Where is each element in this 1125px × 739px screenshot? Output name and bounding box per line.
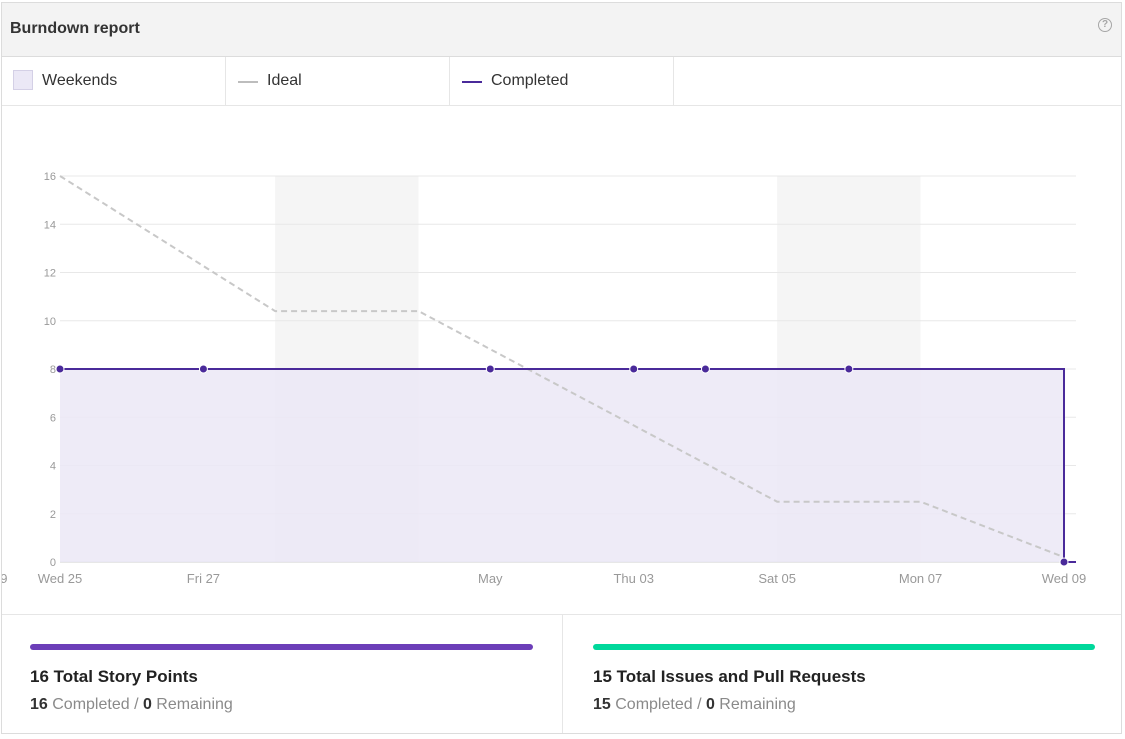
x-tick-label: Fri 27 <box>187 571 220 586</box>
completed-area <box>60 369 1064 562</box>
completed-line-swatch-icon <box>462 81 482 83</box>
completed-point <box>629 364 639 374</box>
y-tick-label: 4 <box>50 461 56 473</box>
x-tick-label: Wed 09 <box>1042 571 1087 586</box>
x-tick-label: Wed 25 <box>38 571 83 586</box>
completed-point <box>844 364 854 374</box>
ideal-line-swatch-icon <box>238 81 258 83</box>
completed-point <box>55 364 65 374</box>
issues-breakdown: 15 Completed / 0 Remaining <box>593 696 796 714</box>
x-tick-label: Mon 07 <box>899 571 942 586</box>
x-tick-label: Apr 29 <box>2 571 7 586</box>
y-tick-label: 12 <box>44 268 56 280</box>
report-header: Burndown report ? <box>2 3 1121 57</box>
story-points-completed-count: 16 <box>30 696 48 713</box>
completed-end-point <box>1059 557 1069 567</box>
y-tick-label: 0 <box>50 557 56 569</box>
story-points-breakdown: 16 Completed / 0 Remaining <box>30 696 233 714</box>
story-points-completed-label: Completed / <box>47 696 143 713</box>
y-tick-label: 14 <box>44 219 56 231</box>
completed-point <box>198 364 208 374</box>
story-points-progress-bar <box>30 644 533 650</box>
y-tick-label: 6 <box>50 412 56 424</box>
issues-summary: 15 Total Issues and Pull Requests 15 Com… <box>562 615 1121 733</box>
report-title: Burndown report <box>10 20 140 37</box>
chart-legend: Weekends Ideal Completed <box>2 57 1121 106</box>
legend-label-completed: Completed <box>491 72 569 89</box>
summary-stats: 16 Total Story Points 16 Completed / 0 R… <box>2 615 1121 733</box>
y-tick-label: 10 <box>44 316 56 328</box>
x-tick-label: Thu 03 <box>613 571 653 586</box>
issues-remaining-label: Remaining <box>714 696 796 713</box>
burndown-chart: 0 2 4 6 8 10 12 14 16 Wed 25 Fri 27 Apr 29 May Thu 03… <box>2 106 1121 615</box>
y-tick-label: 2 <box>50 509 56 521</box>
issues-remaining-count: 0 <box>705 696 715 713</box>
legend-item-ideal[interactable]: Ideal <box>226 57 450 105</box>
legend-label-ideal: Ideal <box>267 72 302 89</box>
story-points-remaining-label: Remaining <box>151 696 233 713</box>
issues-headline: 15 Total Issues and Pull Requests <box>593 667 866 686</box>
issues-completed-label: Completed / <box>610 696 706 713</box>
y-tick-label: 16 <box>44 171 56 183</box>
y-tick-label: 8 <box>50 364 56 376</box>
legend-item-weekends[interactable]: Weekends <box>2 57 226 105</box>
legend-spacer <box>674 57 898 105</box>
issues-progress-bar <box>593 644 1095 650</box>
completed-point <box>485 364 495 374</box>
completed-series-line <box>60 368 1065 562</box>
x-tick-label: May <box>478 571 503 586</box>
completed-point <box>700 364 710 374</box>
story-points-remaining-count: 0 <box>142 696 152 713</box>
burndown-chart-svg: 0 2 4 6 8 10 12 14 16 Wed 25 Fri 27 Apr 29 May Thu 03… <box>2 171 1087 586</box>
legend-label-weekends: Weekends <box>42 72 118 89</box>
weekends-swatch-icon <box>13 70 33 90</box>
story-points-summary: 16 Total Story Points 16 Completed / 0 R… <box>2 615 561 733</box>
x-tick-label: Sat 05 <box>758 571 796 586</box>
story-points-headline: 16 Total Story Points <box>30 667 198 686</box>
ideal-series-line <box>59 175 1065 559</box>
help-icon[interactable]: ? <box>1098 18 1112 32</box>
legend-item-completed[interactable]: Completed <box>450 57 674 105</box>
issues-completed-count: 15 <box>593 696 611 713</box>
